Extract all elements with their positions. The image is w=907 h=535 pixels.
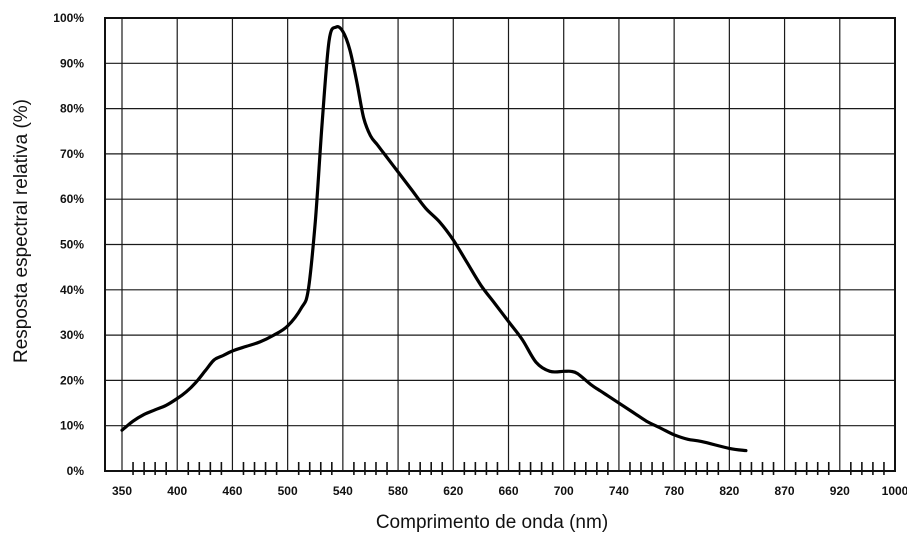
y-tick-label: 100% xyxy=(53,11,84,25)
x-tick-label: 660 xyxy=(498,484,518,498)
y-tick-label: 0% xyxy=(67,464,85,478)
x-tick-label: 540 xyxy=(333,484,353,498)
x-tick-label: 580 xyxy=(388,484,408,498)
x-tick-label: 920 xyxy=(830,484,850,498)
minor-ticks xyxy=(132,462,885,475)
y-tick-label: 40% xyxy=(60,283,84,297)
x-tick-label: 620 xyxy=(443,484,463,498)
x-tick-label: 400 xyxy=(167,484,187,498)
y-axis-title: Resposta espectral relativa (%) xyxy=(11,99,32,363)
y-tick-label: 20% xyxy=(60,373,84,387)
x-tick-label: 700 xyxy=(554,484,574,498)
spectral-response-line xyxy=(120,25,748,453)
x-tick-label: 350 xyxy=(112,484,132,498)
y-tick-label: 70% xyxy=(60,147,84,161)
series-layer xyxy=(120,25,748,453)
y-tick-label: 90% xyxy=(60,56,84,70)
x-tick-label: 500 xyxy=(278,484,298,498)
y-tick-labels: 0% 10% 20% 30% 40% 50% 60% 70% 80% 90% 100% xyxy=(53,11,84,478)
x-axis-title: Comprimento de onda (nm) xyxy=(376,512,608,533)
x-tick-label: 740 xyxy=(609,484,629,498)
x-tick-label: 1000 xyxy=(882,484,907,498)
x-tick-label: 460 xyxy=(222,484,242,498)
y-tick-label: 80% xyxy=(60,102,84,116)
x-tick-label: 870 xyxy=(775,484,795,498)
y-tick-label: 10% xyxy=(60,419,84,433)
plot-frame xyxy=(104,17,896,472)
y-tick-label: 30% xyxy=(60,328,84,342)
x-tick-label: 820 xyxy=(719,484,739,498)
x-tick-label: 780 xyxy=(664,484,684,498)
y-tick-label: 50% xyxy=(60,238,84,252)
y-tick-label: 60% xyxy=(60,192,84,206)
grid xyxy=(105,17,896,472)
x-tick-labels: 350 400 460 500 540 580 620 660 700 740 780 820 870 9… xyxy=(112,484,907,498)
